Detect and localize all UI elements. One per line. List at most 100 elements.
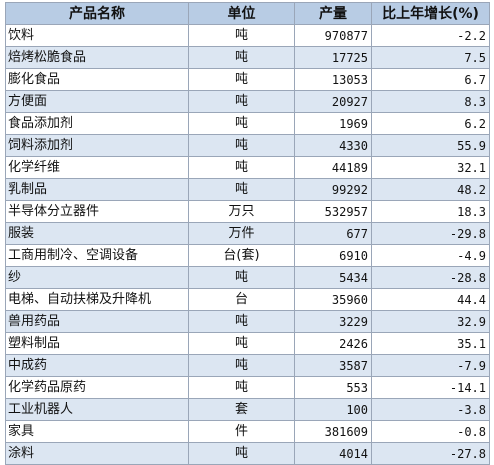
- product-name-cell: 电梯、自动扶梯及升降机: [5, 288, 189, 311]
- table-row: 化学纤维吨 44189 32.1: [5, 156, 490, 179]
- output-cell: 20927: [294, 90, 372, 113]
- production-table: 产品名称 单位 产量 比上年增长(%) 饮料吨 970877 -2.2 焙烤松脆食品吨…: [5, 2, 490, 465]
- product-name-cell: 食品添加剂: [5, 112, 189, 135]
- growth-cell: 32.1: [371, 156, 490, 179]
- growth-cell: 32.9: [371, 310, 490, 333]
- unit-cell: 吨: [188, 442, 295, 465]
- unit-cell: 吨: [188, 112, 295, 135]
- unit-cell: 件: [188, 420, 295, 443]
- table-row: 纱吨 5434 -28.8: [5, 266, 490, 289]
- product-name-cell: 工商用制冷、空调设备: [5, 244, 189, 267]
- table-body: 饮料吨 970877 -2.2 焙烤松脆食品吨 17725 7.5 膨化食品吨 13053 6.…: [5, 24, 490, 465]
- growth-cell: 7.5: [371, 46, 490, 69]
- table-row: 食品添加剂吨 1969 6.2: [5, 112, 490, 135]
- table-row: 饲料添加剂吨 4330 55.9: [5, 134, 490, 157]
- growth-cell: -4.9: [371, 244, 490, 267]
- table-row: 焙烤松脆食品吨 17725 7.5: [5, 46, 490, 69]
- output-cell: 4014: [294, 442, 372, 465]
- product-name-cell: 纱: [5, 266, 189, 289]
- table-header: 产品名称 单位 产量 比上年增长(%): [5, 2, 490, 25]
- table-row: 乳制品吨 99292 48.2: [5, 178, 490, 201]
- table-row: 半导体分立器件 万只 532957 18.3: [5, 200, 490, 223]
- growth-cell: -27.8: [371, 442, 490, 465]
- unit-cell: 吨: [188, 376, 295, 399]
- product-name-cell: 化学药品原药: [5, 376, 189, 399]
- header-output: 产量: [294, 2, 372, 25]
- product-name-cell: 饮料: [5, 24, 189, 47]
- unit-cell: 吨: [188, 310, 295, 333]
- product-name-cell: 工业机器人: [5, 398, 189, 421]
- product-name-cell: 方便面: [5, 90, 189, 113]
- product-name-cell: 乳制品: [5, 178, 189, 201]
- unit-cell: 吨: [188, 90, 295, 113]
- unit-cell: 套: [188, 398, 295, 421]
- growth-cell: -0.8: [371, 420, 490, 443]
- output-cell: 17725: [294, 46, 372, 69]
- table-row: 化学药品原药吨 553 -14.1: [5, 376, 490, 399]
- unit-cell: 台: [188, 288, 295, 311]
- output-cell: 1969: [294, 112, 372, 135]
- unit-cell: 吨: [188, 332, 295, 355]
- output-cell: 44189: [294, 156, 372, 179]
- output-cell: 35960: [294, 288, 372, 311]
- header-product-name: 产品名称: [5, 2, 189, 25]
- table-row: 电梯、自动扶梯及升降机台 35960 44.4: [5, 288, 490, 311]
- table-row: 服装 万件 677 -29.8: [5, 222, 490, 245]
- unit-cell: 吨: [188, 266, 295, 289]
- product-name-cell: 塑料制品: [5, 332, 189, 355]
- output-cell: 13053: [294, 68, 372, 91]
- product-name-cell: 服装: [5, 222, 189, 245]
- table-row: 家具件 381609 -0.8: [5, 420, 490, 443]
- table-row: 饮料吨 970877 -2.2: [5, 24, 490, 47]
- growth-cell: -14.1: [371, 376, 490, 399]
- table-row: 中成药吨 3587 -7.9: [5, 354, 490, 377]
- output-cell: 381609: [294, 420, 372, 443]
- growth-cell: 6.2: [371, 112, 490, 135]
- growth-cell: 8.3: [371, 90, 490, 113]
- header-unit: 单位: [188, 2, 295, 25]
- unit-cell: 万件: [188, 222, 295, 245]
- growth-cell: 6.7: [371, 68, 490, 91]
- product-name-cell: 家具: [5, 420, 189, 443]
- output-cell: 677: [294, 222, 372, 245]
- table-row: 塑料制品吨 2426 35.1: [5, 332, 490, 355]
- growth-cell: -7.9: [371, 354, 490, 377]
- product-name-cell: 半导体分立器件: [5, 200, 189, 223]
- output-cell: 532957: [294, 200, 372, 223]
- output-cell: 3229: [294, 310, 372, 333]
- output-cell: 553: [294, 376, 372, 399]
- growth-cell: -28.8: [371, 266, 490, 289]
- product-name-cell: 饲料添加剂: [5, 134, 189, 157]
- table-row: 涂料吨 4014 -27.8: [5, 442, 490, 465]
- unit-cell: 吨: [188, 354, 295, 377]
- output-cell: 100: [294, 398, 372, 421]
- header-row: 产品名称 单位 产量 比上年增长(%): [5, 2, 490, 25]
- table-row: 工商用制冷、空调设备 台(套) 6910 -4.9: [5, 244, 490, 267]
- unit-cell: 台(套): [188, 244, 295, 267]
- growth-cell: 35.1: [371, 332, 490, 355]
- growth-cell: 18.3: [371, 200, 490, 223]
- table-row: 膨化食品吨 13053 6.7: [5, 68, 490, 91]
- output-cell: 970877: [294, 24, 372, 47]
- growth-cell: -2.2: [371, 24, 490, 47]
- unit-cell: 万只: [188, 200, 295, 223]
- growth-cell: 48.2: [371, 178, 490, 201]
- product-name-cell: 焙烤松脆食品: [5, 46, 189, 69]
- growth-cell: -3.8: [371, 398, 490, 421]
- product-name-cell: 涂料: [5, 442, 189, 465]
- growth-cell: 55.9: [371, 134, 490, 157]
- output-cell: 5434: [294, 266, 372, 289]
- table-row: 工业机器人套 100 -3.8: [5, 398, 490, 421]
- header-growth: 比上年增长(%): [371, 2, 490, 25]
- production-table-container: 产品名称 单位 产量 比上年增长(%) 饮料吨 970877 -2.2 焙烤松脆食品吨…: [5, 2, 490, 465]
- output-cell: 99292: [294, 178, 372, 201]
- product-name-cell: 兽用药品: [5, 310, 189, 333]
- unit-cell: 吨: [188, 24, 295, 47]
- unit-cell: 吨: [188, 134, 295, 157]
- growth-cell: 44.4: [371, 288, 490, 311]
- table-row: 方便面吨 20927 8.3: [5, 90, 490, 113]
- unit-cell: 吨: [188, 178, 295, 201]
- unit-cell: 吨: [188, 68, 295, 91]
- unit-cell: 吨: [188, 156, 295, 179]
- product-name-cell: 中成药: [5, 354, 189, 377]
